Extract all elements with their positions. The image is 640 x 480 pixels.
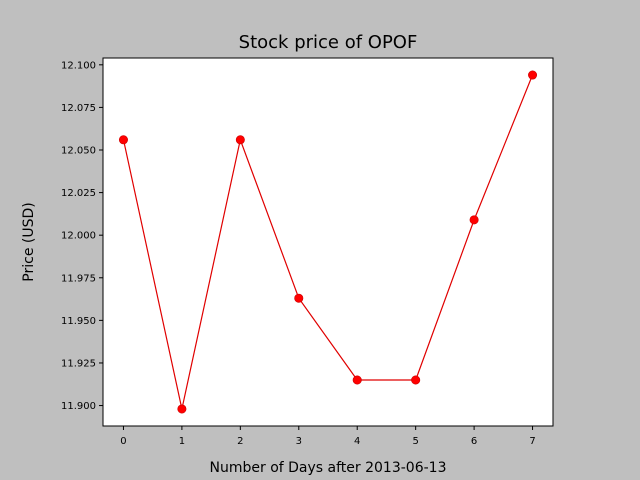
y-tick-label: 11.925 (61, 358, 96, 369)
plot-area (102, 57, 554, 427)
data-point (235, 135, 245, 145)
series-line (122, 74, 534, 410)
y-tick-label: 12.000 (61, 231, 96, 242)
data-point (469, 215, 479, 225)
x-axis: 0 1 2 3 4 5 6 7 (120, 426, 536, 447)
data-point (352, 375, 362, 385)
y-tick-label: 12.025 (61, 188, 96, 199)
data-point (294, 293, 304, 303)
x-tick-label: 0 (120, 436, 126, 447)
x-tick-label: 5 (412, 436, 418, 447)
x-tick-label: 7 (529, 436, 535, 447)
chart-title: Stock price of OPOF (239, 32, 418, 53)
data-point (177, 404, 187, 414)
x-tick-label: 6 (471, 436, 477, 447)
y-axis-label: Price (USD) (21, 202, 37, 281)
x-tick-label: 3 (296, 436, 302, 447)
x-tick-label: 2 (237, 436, 243, 447)
x-axis-label: Number of Days after 2013-06-13 (210, 460, 447, 476)
data-point (528, 70, 538, 80)
y-axis: 11.900 11.925 11.950 11.975 12.000 12.025 12.0… (61, 60, 103, 412)
y-tick-label: 11.900 (61, 401, 96, 412)
series-markers (118, 70, 538, 414)
data-point (118, 135, 128, 145)
y-tick-label: 11.950 (61, 316, 96, 327)
y-tick-label: 12.050 (61, 146, 96, 157)
y-tick-label: 12.100 (61, 60, 96, 71)
x-tick-label: 4 (354, 436, 360, 447)
y-tick-label: 11.975 (61, 273, 96, 284)
y-tick-label: 12.075 (61, 103, 96, 114)
x-tick-label: 1 (179, 436, 185, 447)
data-point (411, 375, 421, 385)
